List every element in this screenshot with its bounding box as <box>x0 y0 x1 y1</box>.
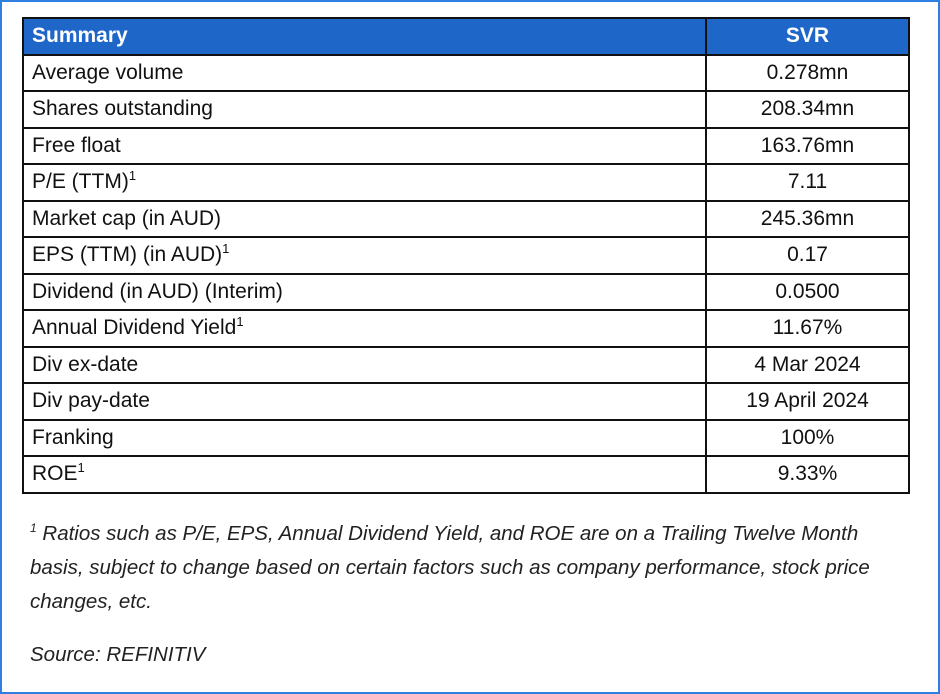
row-label: Dividend (in AUD) (Interim) <box>22 272 707 311</box>
row-value: 0.278mn <box>705 53 910 92</box>
source-note: Source: REFINITIV <box>30 643 206 666</box>
footnote: 1 Ratios such as P/E, EPS, Annual Divide… <box>30 517 910 619</box>
row-label: Market cap (in AUD) <box>22 199 707 238</box>
table-row: ROE1 9.33% <box>22 455 910 494</box>
table-row: Franking 100% <box>22 418 910 457</box>
table-header-row: Summary SVR <box>22 17 910 56</box>
row-label: Franking <box>22 418 707 457</box>
row-value: 4 Mar 2024 <box>705 345 910 384</box>
table-row: Dividend (in AUD) (Interim) 0.0500 <box>22 272 910 311</box>
table-row: EPS (TTM) (in AUD)1 0.17 <box>22 236 910 275</box>
row-value: 19 April 2024 <box>705 382 910 421</box>
header-ticker: SVR <box>705 17 910 56</box>
row-value: 7.11 <box>705 163 910 202</box>
row-label: P/E (TTM)1 <box>22 163 707 202</box>
row-value: 11.67% <box>705 309 910 348</box>
row-label: EPS (TTM) (in AUD)1 <box>22 236 707 275</box>
footnote-text: Ratios such as P/E, EPS, Annual Dividend… <box>30 522 870 613</box>
row-label: Div ex-date <box>22 345 707 384</box>
table-row: Shares outstanding 208.34mn <box>22 90 910 129</box>
table-row: Div pay-date 19 April 2024 <box>22 382 910 421</box>
row-value: 100% <box>705 418 910 457</box>
footnote-marker: 1 <box>30 521 37 536</box>
row-value: 208.34mn <box>705 90 910 129</box>
table-row: Market cap (in AUD) 245.36mn <box>22 199 910 238</box>
header-summary: Summary <box>22 17 707 56</box>
row-label: Free float <box>22 126 707 165</box>
row-label: ROE1 <box>22 455 707 494</box>
table-row: Free float 163.76mn <box>22 126 910 165</box>
row-value: 163.76mn <box>705 126 910 165</box>
row-label: Div pay-date <box>22 382 707 421</box>
row-label: Shares outstanding <box>22 90 707 129</box>
row-value: 9.33% <box>705 455 910 494</box>
row-value: 0.0500 <box>705 272 910 311</box>
table-row: P/E (TTM)1 7.11 <box>22 163 910 202</box>
row-label: Average volume <box>22 53 707 92</box>
summary-table: Summary SVR Average volume 0.278mn Share… <box>22 17 910 494</box>
row-value: 0.17 <box>705 236 910 275</box>
table-row: Div ex-date 4 Mar 2024 <box>22 345 910 384</box>
table-row: Annual Dividend Yield1 11.67% <box>22 309 910 348</box>
row-value: 245.36mn <box>705 199 910 238</box>
row-label: Annual Dividend Yield1 <box>22 309 707 348</box>
table-row: Average volume 0.278mn <box>22 53 910 92</box>
